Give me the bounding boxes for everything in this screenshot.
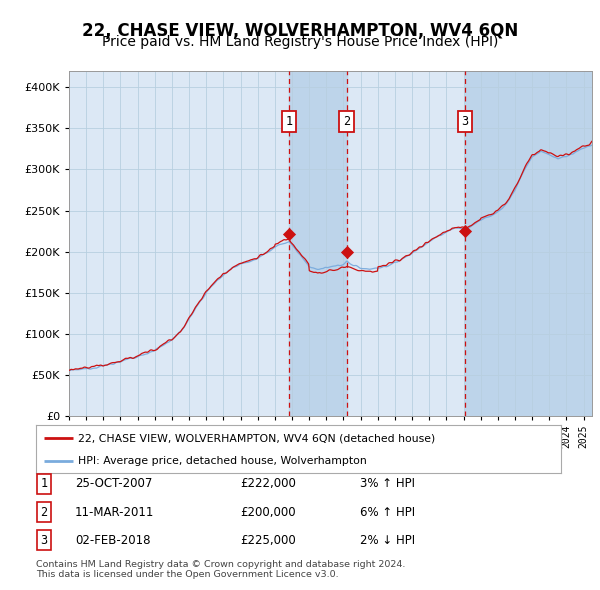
Text: 02-FEB-2018: 02-FEB-2018 [75,534,151,547]
Text: 11-MAR-2011: 11-MAR-2011 [75,506,154,519]
Text: 3: 3 [40,534,47,547]
Text: Contains HM Land Registry data © Crown copyright and database right 2024.
This d: Contains HM Land Registry data © Crown c… [36,560,406,579]
Text: 1: 1 [40,477,47,490]
Text: 6% ↑ HPI: 6% ↑ HPI [360,506,415,519]
Text: £225,000: £225,000 [240,534,296,547]
Text: 25-OCT-2007: 25-OCT-2007 [75,477,152,490]
Bar [465,71,592,416]
Text: HPI: Average price, detached house, Wolverhampton: HPI: Average price, detached house, Wolv… [78,455,367,466]
Point [460,227,470,236]
Bar [289,71,347,416]
Text: 2: 2 [343,115,350,128]
Point [284,229,294,238]
Text: 1: 1 [286,115,293,128]
Text: 2% ↓ HPI: 2% ↓ HPI [360,534,415,547]
Text: 3: 3 [461,115,469,128]
Text: Price paid vs. HM Land Registry's House Price Index (HPI): Price paid vs. HM Land Registry's House … [102,35,498,50]
Text: 22, CHASE VIEW, WOLVERHAMPTON, WV4 6QN (detached house): 22, CHASE VIEW, WOLVERHAMPTON, WV4 6QN (… [78,433,435,443]
Text: 22, CHASE VIEW, WOLVERHAMPTON, WV4 6QN: 22, CHASE VIEW, WOLVERHAMPTON, WV4 6QN [82,22,518,41]
Text: £222,000: £222,000 [240,477,296,490]
Text: 2: 2 [40,506,47,519]
Point [342,247,352,256]
Text: 3% ↑ HPI: 3% ↑ HPI [360,477,415,490]
Text: £200,000: £200,000 [240,506,296,519]
